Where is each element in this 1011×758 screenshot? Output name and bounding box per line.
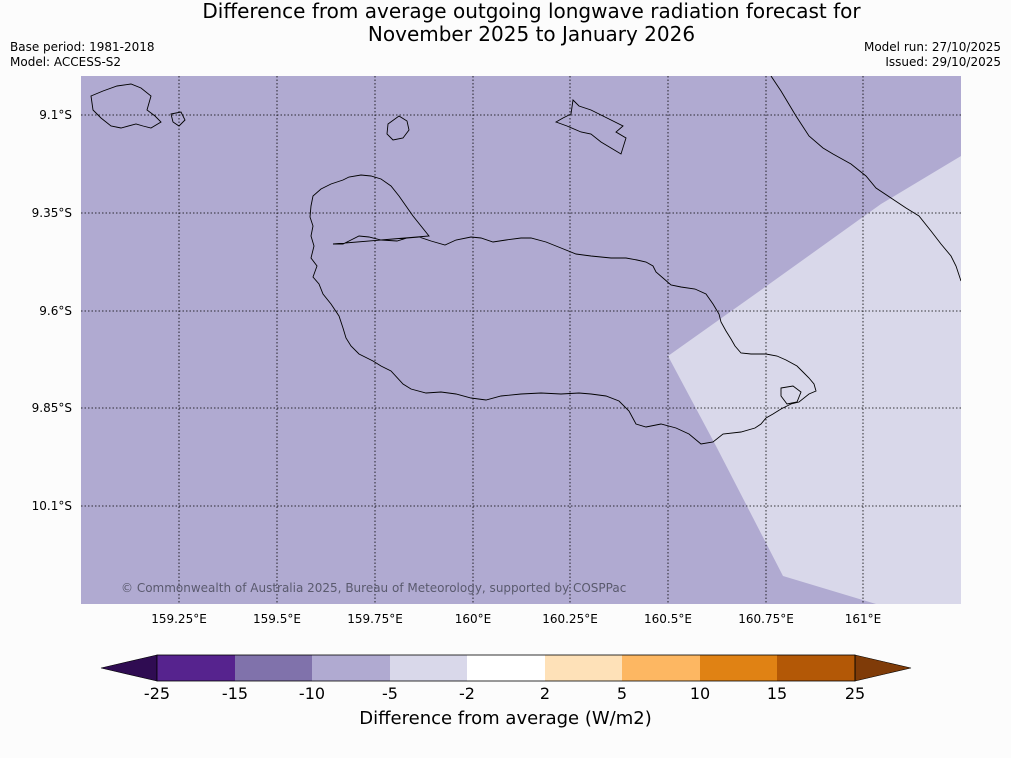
coastlines <box>90 76 961 445</box>
colorbar-tick-neg5: -5 <box>382 684 398 703</box>
coastal-islet-coastline <box>780 385 802 405</box>
lat-label-9-6: 9.6°S <box>39 304 72 318</box>
lon-label-160-25: 160.25°E <box>542 612 598 626</box>
lon-label-159-25: 159.25°E <box>151 612 207 626</box>
colorbar-outline <box>156 654 856 682</box>
model-name: Model: ACCESS-S2 <box>10 55 122 69</box>
colorbar-tick-neg25: -25 <box>143 684 171 703</box>
lon-label-160-5: 160.5°E <box>644 612 692 626</box>
colorbar-segment-2-2 <box>467 655 545 681</box>
colorbar-tick-neg10: -10 <box>298 684 326 703</box>
russell-islands-coastline <box>90 83 162 129</box>
colorbar-segment-10-5 <box>312 655 390 681</box>
northwest-islet-coastline <box>170 111 186 127</box>
forecast-map: © Commonwealth of Australia 2025, Bureau… <box>81 76 961 604</box>
savo-island-coastline <box>386 115 410 141</box>
florida-islands-coastline <box>554 99 627 155</box>
lat-label-9-35: 9.35°S <box>31 206 72 220</box>
issued-date: Issued: 29/10/2025 <box>885 55 1001 69</box>
model-run: Model run: 27/10/2025 <box>863 40 1001 54</box>
colorbar-segment-5-10 <box>622 655 700 681</box>
lon-label-159-75: 159.75°E <box>347 612 403 626</box>
guadalcanal-coastline <box>309 174 817 445</box>
lon-label-160: 160°E <box>454 612 492 626</box>
meta-right: Model run: 27/10/2025 Issued: 29/10/2025 <box>864 40 1001 70</box>
colorbar-segment-above-25 <box>854 654 912 682</box>
colorbar-segment-10-15 <box>700 655 777 681</box>
colorbar-tick-10: 10 <box>689 684 711 703</box>
colorbar-segment-15-25 <box>777 655 855 681</box>
meta-left: Base period: 1981-2018 Model: ACCESS-S2 <box>10 40 155 70</box>
colorbar-segment-2-5 <box>545 655 622 681</box>
lon-label-160-75: 160.75°E <box>738 612 794 626</box>
colorbar-tick-neg2: -2 <box>459 684 475 703</box>
lat-label-9-85: 9.85°S <box>31 401 72 415</box>
grid-lines <box>81 76 961 604</box>
colorbar-tick-15: 15 <box>766 684 788 703</box>
colorbar-tick-2: 2 <box>539 684 551 703</box>
lon-label-161: 161°E <box>844 612 882 626</box>
colorbar-segment-15-10 <box>235 655 312 681</box>
title-line-1: Difference from average outgoing longwav… <box>202 0 861 23</box>
colorbar-title: Difference from average (W/m2) <box>359 708 652 729</box>
colorbar-tick-25: 25 <box>844 684 866 703</box>
colorbar-tick-neg15: -15 <box>221 684 249 703</box>
colorbar-segment-5-2 <box>390 655 467 681</box>
lon-label-159-5: 159.5°E <box>253 612 301 626</box>
colorbar-segment-below-25 <box>100 654 158 682</box>
lat-label-9-1: 9.1°S <box>39 108 72 122</box>
copyright-notice: © Commonwealth of Australia 2025, Bureau… <box>121 581 626 595</box>
colorbar-segment-25-15 <box>157 655 235 681</box>
forecast-region-light <box>668 156 961 604</box>
base-period: Base period: 1981-2018 <box>10 40 155 54</box>
malaita-coastline <box>770 76 961 282</box>
colorbar <box>100 654 912 682</box>
colorbar-tick-5: 5 <box>616 684 628 703</box>
lat-label-10-1: 10.1°S <box>31 499 72 513</box>
title-line-2: November 2025 to January 2026 <box>367 22 696 46</box>
map-title: Difference from average outgoing longwav… <box>0 0 1011 46</box>
